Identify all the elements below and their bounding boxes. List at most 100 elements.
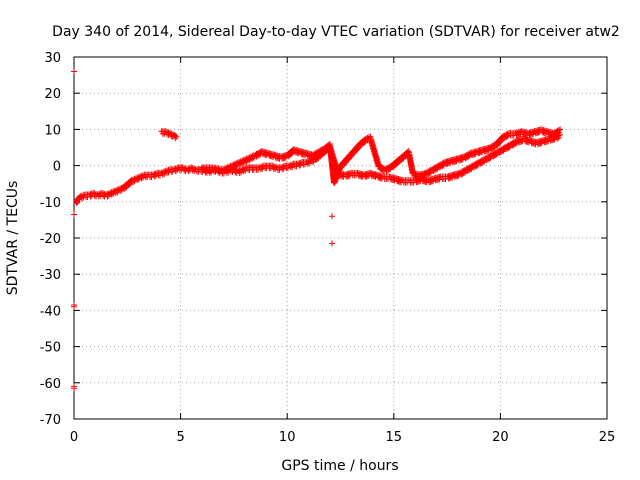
upper-branch-point [490,144,497,151]
y-tick-label: -50 [40,341,61,356]
main-trace-point [460,170,467,177]
chart-title: Day 340 of 2014, Sidereal Day-to-day VTE… [52,24,620,40]
upper-branch-point [331,179,338,186]
y-tick-label: -60 [40,377,61,392]
main-trace-point [117,188,124,195]
upper-branch-point [447,160,454,167]
upper-branch-point [221,168,228,175]
upper-branch-point [466,153,473,160]
x-tick-label: 20 [492,430,509,445]
upper-branch-point [342,159,349,166]
main-trace-point [131,178,138,185]
main-trace-point [105,192,112,199]
upper-branch-point [504,133,511,140]
upper-branch-point [335,169,342,176]
outliers-point [328,213,335,220]
upper-branch-point [317,149,324,156]
upper-branch-point [250,154,257,161]
x-tick-label: 5 [176,430,184,445]
upper-branch-point [336,168,343,175]
x-tick-label: 25 [599,430,616,445]
main-trace-point [242,167,249,174]
upper-branch-point [354,145,361,152]
upper-branch-point [431,167,438,174]
axis-ticks [73,56,608,420]
main-trace-point [468,165,475,172]
upper-branch-point [334,173,341,180]
outliers-point [328,240,335,247]
x-tick-label: 15 [386,430,403,445]
main-trace-point [477,160,484,167]
upper-branch-point [399,156,406,163]
main-trace-point [122,185,129,192]
main-trace-point [159,171,166,178]
main-trace-point [108,191,115,198]
upper-branch-point [336,166,343,173]
upper-branch-point [421,172,428,179]
main-trace-point [126,181,133,188]
main-trace-point [257,166,264,173]
main-trace-point [497,149,504,156]
main-trace-point [259,165,266,172]
upper-branch-point [173,133,180,140]
x-tick-label: 10 [279,430,296,445]
x-tick-label: 0 [70,430,78,445]
upper-branch-point [489,145,496,152]
main-trace-point [505,144,512,151]
main-trace-point [151,173,158,180]
y-tick-label: 20 [44,87,61,102]
upper-branch-point [472,150,479,157]
main-trace-point [280,165,287,172]
upper-branch-point [503,133,510,140]
main-trace-point [174,167,181,174]
main-trace-point [269,162,276,169]
main-trace-point [478,160,485,167]
main-trace-point [430,178,437,185]
upper-branch-point [311,153,318,160]
data-points [71,68,564,392]
upper-branch-point [256,152,263,159]
upper-branch-point [318,149,325,156]
y-tick-label: -10 [40,196,61,211]
upper-branch-point [288,150,295,157]
y-tick-label: 0 [53,160,61,175]
upper-branch-point [166,130,173,137]
main-trace-point [496,149,503,156]
upper-branch-point [236,161,243,168]
main-trace-point [90,189,97,196]
y-tick-label: -20 [40,232,61,247]
upper-branch-point [386,166,393,173]
main-trace-point [509,142,516,149]
upper-branch-point [246,156,253,163]
main-trace-point [112,189,119,196]
upper-branch-point [453,158,460,165]
upper-branch-point [463,154,470,161]
upper-branch-point [434,165,441,172]
upper-branch-point [239,160,246,167]
upper-branch-point [462,155,469,162]
main-trace-point [110,191,117,198]
main-trace-point [139,174,146,181]
main-trace-point [502,146,509,153]
main-trace-point [474,162,481,169]
upper-branch-point [247,156,254,163]
upper-branch-point [440,162,447,169]
plot-frame [73,56,608,420]
upper-branch-point [360,139,367,146]
main-trace-point [185,168,192,175]
upper-branch-point [554,130,561,137]
main-trace-point [465,167,472,174]
upper-branch-point [243,158,250,165]
main-trace-point [104,193,111,200]
main-trace-point [449,174,456,181]
upper-branch-point [332,176,339,183]
upper-branch-point [502,134,509,141]
main-trace-point [510,141,517,148]
upper-branch-point [312,152,319,159]
upper-branch-point [383,167,390,174]
main-trace-point [134,177,141,184]
x-tick-labels: 0 5 10 15 20 25 [70,430,615,445]
upper-branch-point [223,167,230,174]
main-trace-point [470,164,477,171]
